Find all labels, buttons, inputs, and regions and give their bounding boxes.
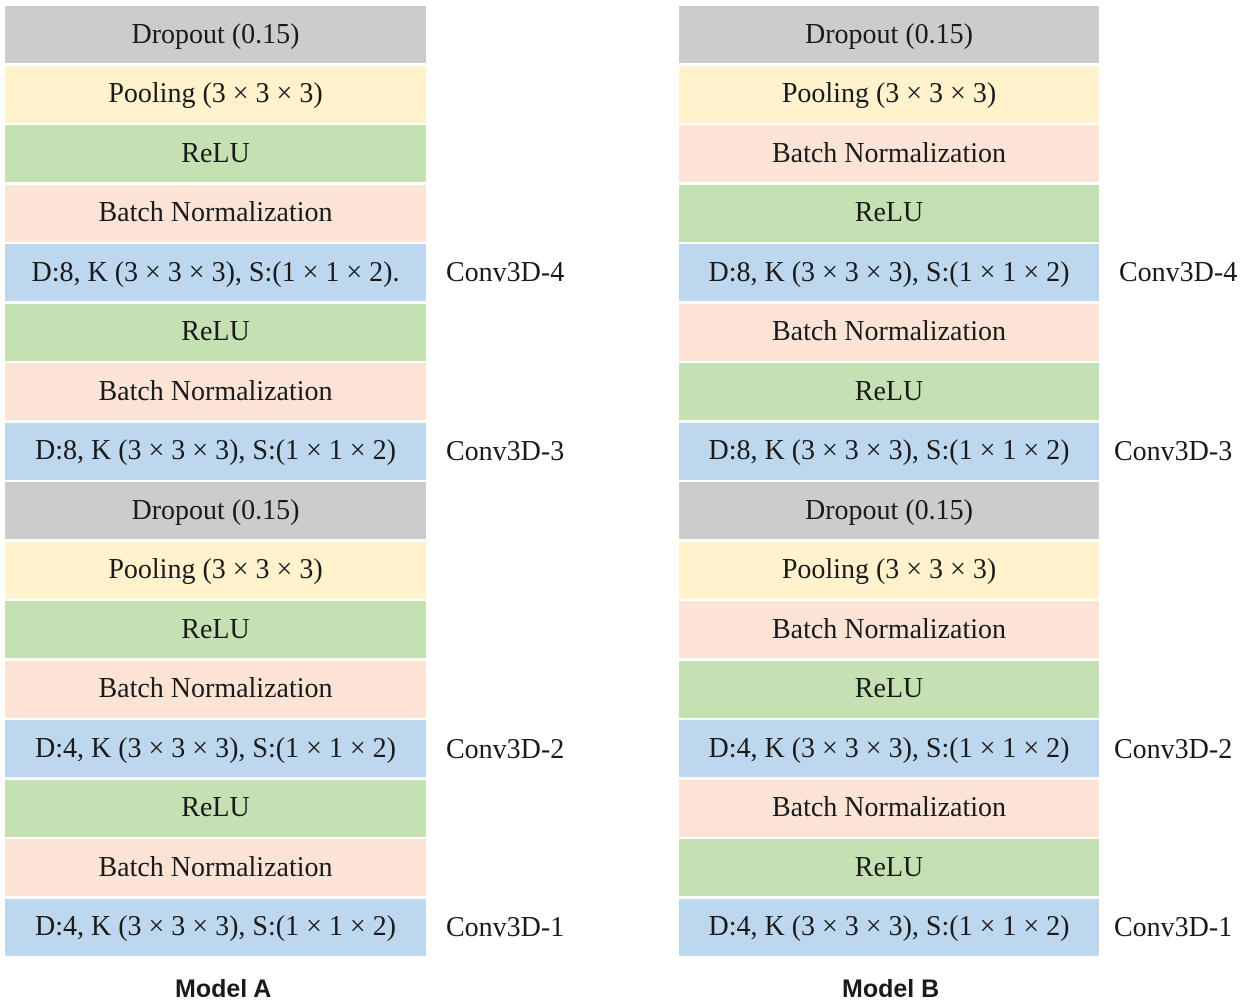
layer-relu: ReLU bbox=[679, 363, 1099, 420]
conv3d-3-label: Conv3D-3 bbox=[1114, 436, 1233, 467]
layer-batch-normalization: Batch Normalization bbox=[679, 303, 1099, 361]
layer-conv3d: D:8, K (3 × 3 × 3), S:(1 × 1 × 2). bbox=[5, 244, 426, 301]
layer-conv3d: D:4, K (3 × 3 × 3), S:(1 × 1 × 2) bbox=[5, 720, 426, 777]
layer-dropout: Dropout (0.15) bbox=[5, 482, 426, 539]
layer-batch-normalization: Batch Normalization bbox=[5, 184, 426, 242]
layer-batch-normalization: Batch Normalization bbox=[5, 363, 426, 420]
layer-conv3d: D:4, K (3 × 3 × 3), S:(1 × 1 × 2) bbox=[679, 720, 1099, 777]
layer-batch-normalization: Batch Normalization bbox=[679, 779, 1099, 837]
layer-relu: ReLU bbox=[5, 779, 426, 837]
layer-relu: ReLU bbox=[5, 125, 426, 182]
conv3d-4-label: Conv3D-4 bbox=[1119, 257, 1238, 288]
model-b-title: Model B bbox=[842, 975, 940, 1003]
layer-dropout: Dropout (0.15) bbox=[679, 482, 1099, 539]
conv3d-1-label: Conv3D-1 bbox=[1114, 912, 1233, 943]
layer-conv3d: D:8, K (3 × 3 × 3), S:(1 × 1 × 2) bbox=[5, 422, 426, 480]
layer-relu: ReLU bbox=[679, 660, 1099, 718]
layer-batch-normalization: Batch Normalization bbox=[5, 660, 426, 718]
layer-conv3d: D:8, K (3 × 3 × 3), S:(1 × 1 × 2) bbox=[679, 422, 1099, 480]
layer-pooling: Pooling (3 × 3 × 3) bbox=[5, 541, 426, 599]
model-a-stack: Dropout (0.15) Pooling (3 × 3 × 3) ReLU … bbox=[5, 6, 426, 958]
layer-conv3d: D:8, K (3 × 3 × 3), S:(1 × 1 × 2) bbox=[679, 244, 1099, 301]
conv3d-4-label: Conv3D-4 bbox=[446, 257, 565, 288]
conv3d-2-label: Conv3D-2 bbox=[446, 734, 565, 765]
layer-relu: ReLU bbox=[679, 184, 1099, 242]
layer-relu: ReLU bbox=[679, 839, 1099, 896]
layer-conv3d: D:4, K (3 × 3 × 3), S:(1 × 1 × 2) bbox=[5, 898, 426, 956]
layer-pooling: Pooling (3 × 3 × 3) bbox=[679, 65, 1099, 123]
layer-relu: ReLU bbox=[5, 303, 426, 361]
layer-conv3d: D:4, K (3 × 3 × 3), S:(1 × 1 × 2) bbox=[679, 898, 1099, 956]
layer-batch-normalization: Batch Normalization bbox=[5, 839, 426, 896]
layer-batch-normalization: Batch Normalization bbox=[679, 601, 1099, 658]
layer-pooling: Pooling (3 × 3 × 3) bbox=[5, 65, 426, 123]
conv3d-2-label: Conv3D-2 bbox=[1114, 734, 1233, 765]
conv3d-3-label: Conv3D-3 bbox=[446, 436, 565, 467]
layer-relu: ReLU bbox=[5, 601, 426, 658]
layer-dropout: Dropout (0.15) bbox=[5, 6, 426, 63]
model-a-title: Model A bbox=[175, 975, 272, 1003]
layer-batch-normalization: Batch Normalization bbox=[679, 125, 1099, 182]
layer-dropout: Dropout (0.15) bbox=[679, 6, 1099, 63]
model-b-stack: Dropout (0.15) Pooling (3 × 3 × 3) Batch… bbox=[679, 6, 1099, 958]
layer-pooling: Pooling (3 × 3 × 3) bbox=[679, 541, 1099, 599]
conv3d-1-label: Conv3D-1 bbox=[446, 912, 565, 943]
